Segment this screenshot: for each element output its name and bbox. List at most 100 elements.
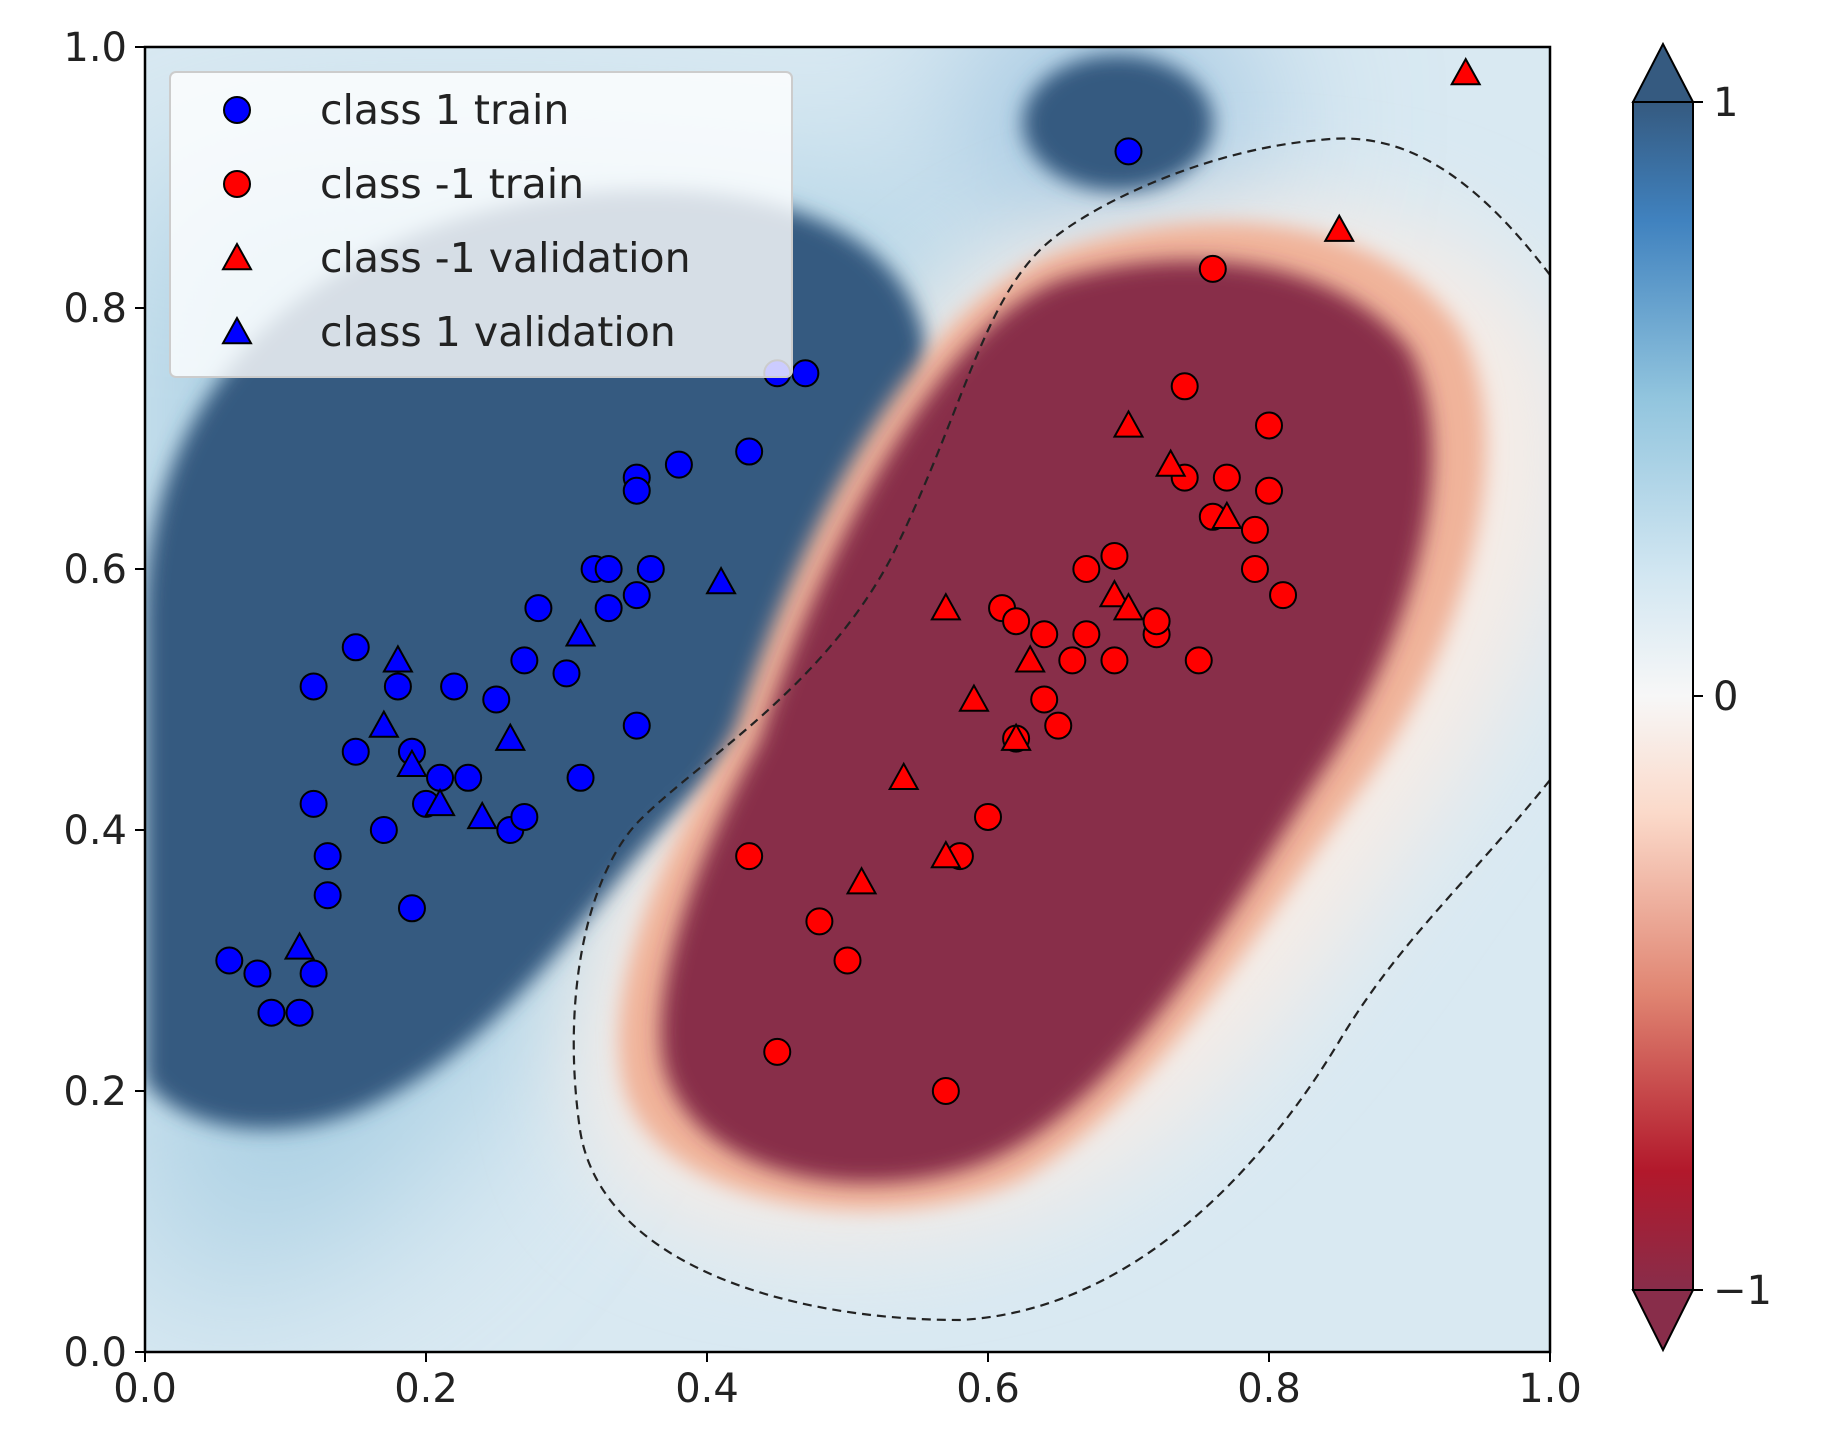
classneg1-train-point [285, 998, 314, 1027]
x-tick-label: 0.6 [956, 1366, 1020, 1412]
class-neg1-train-point [735, 842, 764, 871]
class-neg1-validation-point [1323, 213, 1355, 242]
classneg1-train-point [299, 789, 328, 818]
legend-marker-class-neg1-train [223, 170, 251, 198]
class-neg1-train-point [1058, 646, 1087, 675]
legend-marker-classneg1-validation [221, 315, 253, 345]
class-neg1-train-point [1212, 463, 1241, 492]
class-neg1-train-point [1240, 515, 1269, 544]
class-neg1-validation-point [1211, 500, 1243, 529]
class-neg1-train-point [1198, 254, 1227, 283]
class-neg1-train-point [1100, 541, 1129, 570]
classneg1-train-point [299, 959, 328, 988]
classneg1-train-point [524, 594, 553, 623]
y-tick-label: 0.0 [63, 1330, 127, 1376]
classneg1-validation-point [466, 800, 498, 830]
class-neg1-train-point [1269, 581, 1298, 610]
class-neg1-train-point [1240, 555, 1269, 583]
classneg1-train-point [664, 450, 693, 479]
classneg1-train-point [622, 476, 651, 505]
class-neg1-train-point [805, 907, 834, 936]
class-neg1-train-point [1044, 711, 1073, 740]
class-neg1-validation-point [1112, 592, 1145, 621]
class-neg1-train-point [1030, 620, 1059, 649]
colorbar: 1 0 −1 [1631, 41, 1772, 1353]
class-neg1-validation-point [1000, 722, 1032, 751]
class-neg1-train-point [1002, 607, 1031, 636]
colorbar-tick-label: 0 [1713, 674, 1738, 720]
legend: class 1 train class -1 train class -1 vali… [169, 71, 793, 378]
classneg1-validation-point [382, 644, 414, 673]
x-tick-label: 0.8 [1237, 1366, 1301, 1412]
classneg1-train-point [369, 816, 398, 844]
class-neg1-train-point [974, 802, 1002, 831]
class-neg1-train-point [1184, 646, 1213, 675]
class-neg1-validation-point [1154, 448, 1187, 477]
classneg1-train-point [215, 946, 244, 975]
classneg1-train-point [791, 359, 820, 388]
classneg1-train-point [299, 672, 328, 701]
classneg1-train-point [510, 802, 539, 831]
classneg1-train-point [636, 555, 665, 583]
y-tick-label: 0.2 [63, 1069, 127, 1115]
classneg1-validation-point [494, 722, 526, 751]
class-neg1-validation-point [1112, 409, 1145, 438]
colorbar-tick-label: 1 [1713, 80, 1738, 126]
classneg1-train-point [566, 763, 595, 792]
classneg1-validation-point [705, 565, 737, 595]
classneg1-validation-point [396, 748, 428, 777]
class-neg1-validation-point [888, 761, 920, 790]
classneg1-train-point [594, 594, 623, 623]
classneg1-train-point [735, 437, 764, 466]
classneg1-train-point [1114, 137, 1143, 166]
y-tick-label: 1.0 [63, 25, 127, 71]
classneg1-train-point [622, 711, 651, 740]
class-neg1-train-point [1100, 646, 1129, 675]
class-neg1-train-point [1170, 372, 1199, 401]
class-neg1-validation-point [1098, 579, 1131, 608]
class-neg1-train-point [1030, 685, 1059, 714]
class-neg1-validation-point [845, 866, 878, 895]
classneg1-train-point [243, 959, 272, 988]
class-neg1-train-point [1072, 555, 1101, 583]
classneg1-train-point [454, 763, 483, 792]
classneg1-validation-point [283, 931, 316, 960]
class-neg1-validation-point [1450, 57, 1482, 86]
colorbar-ticks: 1 0 −1 [1693, 80, 1772, 1314]
classneg1-train-point [510, 646, 539, 675]
classneg1-train-point [482, 685, 511, 714]
x-tick-label: 0.2 [394, 1366, 458, 1412]
class-neg1-train-point [1255, 411, 1283, 440]
classneg1-train-point [313, 881, 342, 910]
class-neg1-validation-point [930, 592, 962, 621]
classneg1-train-point [622, 581, 651, 610]
classneg1-train-point [426, 763, 455, 792]
classneg1-validation-point [424, 787, 456, 817]
axes: 0.0 0.2 0.4 0.6 0.8 1.0 0.0 0.2 0.4 0.6 0.8 1.0 [63, 25, 1581, 1412]
classneg1-train-point [383, 672, 412, 701]
classneg1-train-point [257, 998, 286, 1027]
classneg1-validation-point [368, 709, 400, 738]
y-axis-ticks: 0.0 0.2 0.4 0.6 0.8 1.0 [63, 25, 145, 1376]
legend-label-class-neg1-train: class -1 train [320, 160, 584, 208]
classneg1-validation-point [564, 618, 597, 647]
y-tick-label: 0.4 [63, 808, 127, 854]
class-neg1-validation-point [1014, 644, 1046, 673]
legend-label-classneg1-train: class 1 train [320, 86, 569, 134]
x-tick-label: 0.0 [113, 1366, 177, 1412]
y-tick-label: 0.8 [63, 286, 127, 332]
class-neg1-validation-point [958, 683, 990, 712]
data-points [215, 57, 1482, 1105]
class-neg1-train-point [833, 946, 862, 975]
classneg1-train-point [341, 633, 370, 662]
x-tick-label: 0.4 [675, 1366, 739, 1412]
class-neg1-train-point [1072, 620, 1101, 649]
class-neg1-train-point [763, 1037, 792, 1066]
legend-label-classneg1-validation: class 1 validation [320, 308, 676, 356]
classneg1-train-point [594, 555, 623, 583]
legend-label-class-neg1-validation: class -1 validation [320, 234, 691, 282]
class-neg1-train-point [931, 1077, 960, 1105]
classneg1-train-point [397, 894, 426, 923]
colorbar-tick-label: −1 [1713, 1268, 1772, 1314]
